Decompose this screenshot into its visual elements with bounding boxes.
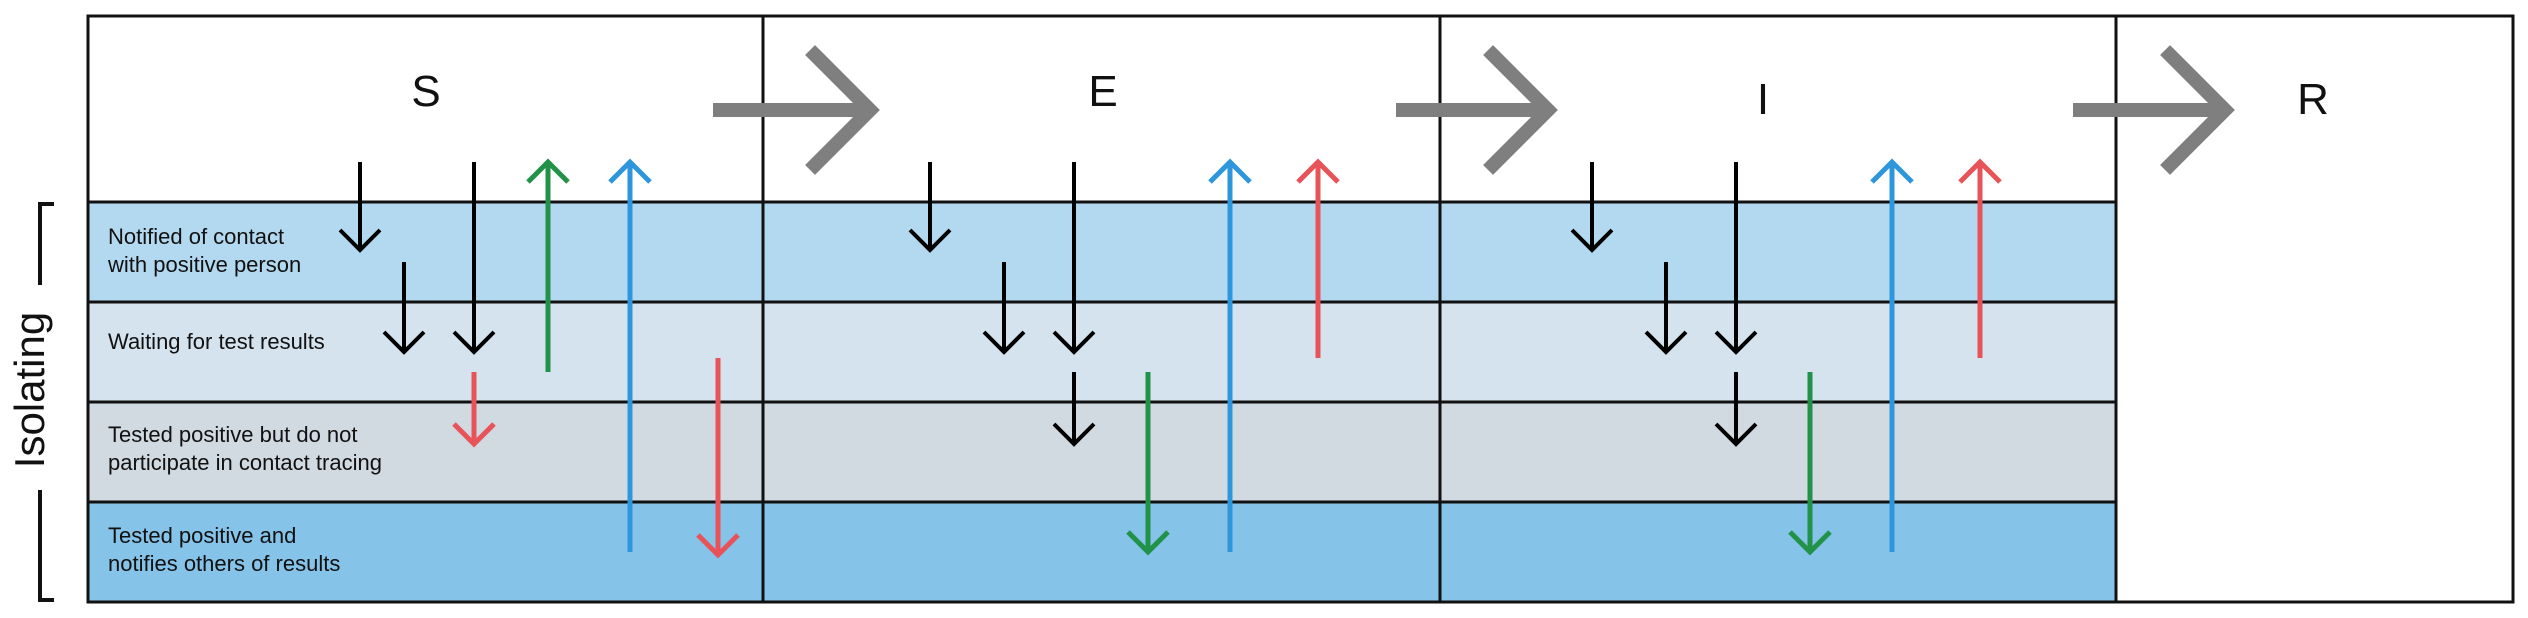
row-label-waiting-line-1: Waiting for test results	[108, 329, 325, 354]
row-band-positive-notifies	[88, 502, 2116, 602]
stage-labels: S E I R	[411, 67, 2329, 124]
stage-label-r: R	[2297, 75, 2329, 124]
isolating-bracket-bottom-icon	[38, 490, 54, 602]
isolating-bracket	[38, 202, 54, 602]
arrow-s-down-2-icon	[382, 262, 426, 355]
row-band-waiting	[88, 302, 2116, 402]
arrow-i-to-r-icon	[2073, 45, 2235, 175]
arrow-i-down-green-icon	[1788, 372, 1832, 556]
flow-arrows	[338, 158, 2002, 559]
row-label-positive-no-tracing-line-1: Tested positive but do not	[108, 422, 358, 447]
arrow-e-to-i-icon	[1396, 45, 1558, 175]
arrow-i-down-1-icon	[1570, 162, 1614, 253]
arrow-s-up-blue-icon	[608, 158, 652, 552]
arrow-i-down-4-icon	[1714, 372, 1758, 447]
stage-transition-arrows	[713, 45, 2235, 175]
arrow-i-up-red-icon	[1958, 158, 2002, 358]
isolating-label: Isolating	[6, 312, 53, 468]
arrow-s-down-1-icon	[338, 162, 382, 253]
row-label-waiting: Waiting for test results	[108, 329, 325, 354]
row-label-positive-notifies-line-2: notifies others of results	[108, 551, 340, 576]
row-label-notified-line-2: with positive person	[107, 252, 301, 277]
arrow-e-down-1-icon	[908, 162, 952, 253]
arrow-e-down-green-icon	[1126, 372, 1170, 556]
row-label-positive-no-tracing-line-2: participate in contact tracing	[108, 450, 382, 475]
arrow-s-up-green-icon	[526, 158, 570, 372]
arrow-e-down-2-icon	[982, 262, 1026, 355]
arrow-e-down-4-icon	[1052, 372, 1096, 447]
row-label-positive-no-tracing: Tested positive but do not participate i…	[108, 422, 382, 475]
row-label-notified-line-1: Notified of contact	[108, 224, 284, 249]
stage-label-e: E	[1088, 67, 1117, 116]
row-band-positive-no-tracing	[88, 402, 2116, 502]
arrow-s-down-red-1-icon	[452, 372, 496, 448]
row-label-positive-notifies-line-1: Tested positive and	[108, 523, 296, 548]
outer-frame	[86, 14, 2515, 604]
stage-label-i: I	[1757, 75, 1769, 124]
arrow-s-to-e-icon	[713, 45, 880, 175]
arrow-e-down-3-icon	[1052, 162, 1096, 355]
row-label-positive-notifies: Tested positive and notifies others of r…	[108, 523, 340, 576]
row-labels: Notified of contact with positive person…	[107, 224, 382, 576]
arrow-s-down-red-2-icon	[696, 358, 740, 559]
arrow-i-down-2-icon	[1644, 262, 1688, 355]
arrow-e-up-red-icon	[1296, 158, 1340, 358]
arrow-e-up-blue-icon	[1208, 158, 1252, 552]
row-band-notified	[88, 202, 2116, 302]
arrow-s-down-3-icon	[452, 162, 496, 355]
arrow-i-up-blue-icon	[1870, 158, 1914, 552]
row-label-notified: Notified of contact with positive person	[107, 224, 301, 277]
isolating-bracket-top-icon	[38, 202, 54, 285]
arrow-i-down-3-icon	[1714, 162, 1758, 355]
stage-label-s: S	[411, 67, 440, 116]
row-backgrounds	[88, 202, 2116, 602]
